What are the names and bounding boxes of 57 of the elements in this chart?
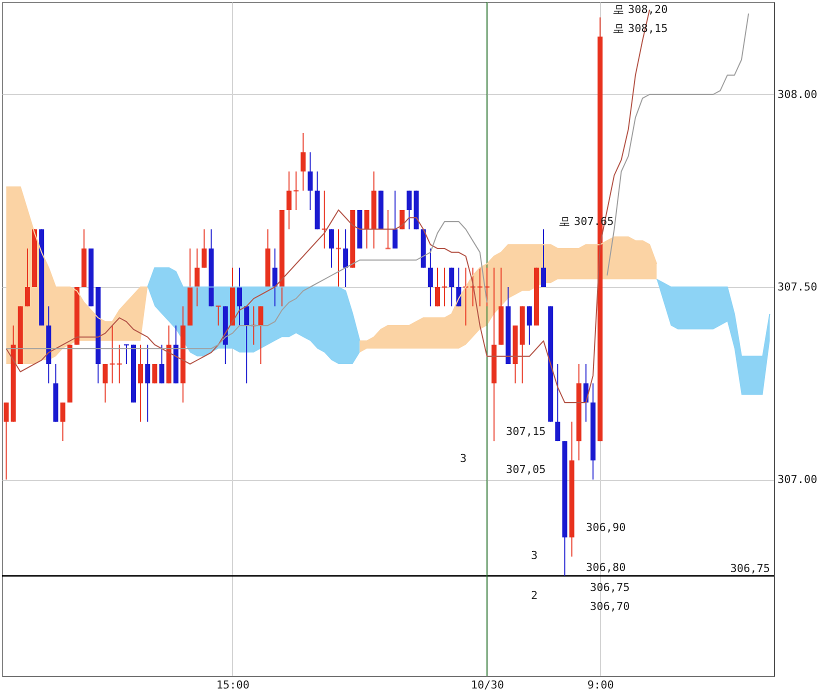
candlestick <box>124 344 129 365</box>
candlestick <box>24 248 30 307</box>
candlestick <box>392 190 398 249</box>
candlestick <box>244 306 250 384</box>
candlestick <box>434 267 440 307</box>
annotation: 307,15 <box>506 425 546 438</box>
annotation: 매 <box>612 24 625 34</box>
y-tick-label: 307.50 <box>778 280 818 294</box>
candlestick <box>152 364 158 384</box>
candlestick <box>102 364 108 404</box>
candlestick <box>541 228 546 288</box>
candlestick <box>202 228 207 268</box>
candlestick <box>364 209 370 249</box>
annotation: 3 <box>531 549 538 562</box>
candlestick <box>237 267 242 326</box>
candlestick <box>328 228 334 268</box>
candlestick <box>138 344 144 422</box>
annotation: 매 <box>558 216 571 228</box>
candlestick <box>159 344 164 384</box>
candlestick <box>216 306 221 326</box>
candlestick <box>272 248 278 307</box>
candlestick <box>4 402 9 480</box>
candlestick <box>294 170 299 210</box>
candlestick <box>194 248 200 307</box>
candlestick <box>449 267 454 307</box>
candlestick <box>145 344 150 422</box>
x-tick-label: 15:00 <box>216 678 250 692</box>
y-tick-label: 308.00 <box>778 88 818 101</box>
x-tick-label: 10/30 <box>470 678 504 692</box>
annotation: 2 <box>531 589 538 602</box>
x-tick-label: 9:00 <box>587 678 614 692</box>
candlestick <box>386 209 390 250</box>
candlestick <box>343 228 348 288</box>
candlestick <box>110 325 115 384</box>
candlestick <box>406 190 412 230</box>
annotation: 308,20 <box>628 3 668 16</box>
annotation: 매 <box>612 4 625 16</box>
candlestick <box>116 344 122 384</box>
y-tick-label: 307.00 <box>778 473 818 486</box>
annotation: 306,80 <box>586 561 626 574</box>
candlestick <box>336 228 342 288</box>
annotation: 3 <box>460 452 467 465</box>
annotation: 306,90 <box>586 521 626 534</box>
candlestick <box>555 364 560 442</box>
candlestick <box>442 267 448 307</box>
candlestick <box>60 402 66 442</box>
candlestick <box>286 170 292 230</box>
annotation: 306,75 <box>590 581 630 594</box>
annotation: 306,70 <box>590 600 630 613</box>
candlestick <box>526 306 532 346</box>
annotation: 307,05 <box>506 463 546 476</box>
candlestick <box>300 132 306 192</box>
ref-line-label: 306,75 <box>730 562 770 575</box>
candlestick <box>308 152 313 210</box>
candlestick <box>258 306 264 365</box>
candlestick <box>477 267 482 307</box>
candlestick <box>428 248 433 307</box>
